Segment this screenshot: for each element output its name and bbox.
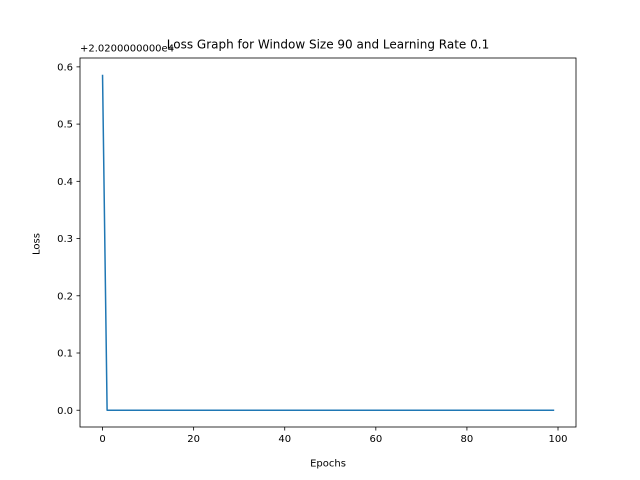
x-tick-label-80: 80 bbox=[461, 434, 474, 445]
y-tick-label-0: 0.0 bbox=[57, 406, 73, 417]
axes-frame bbox=[79, 57, 577, 428]
y-tick-label-3: 0.3 bbox=[57, 234, 73, 245]
y-axis-label: Loss bbox=[32, 233, 43, 255]
x-axis-label: Epochs bbox=[310, 459, 346, 470]
x-tick-label-40: 40 bbox=[278, 434, 291, 445]
plot-area: 0 20 40 60 80 100 0.0 0.1 0.2 0.3 0.4 0.5 0.6 bbox=[57, 57, 577, 445]
y-tick-label-1: 0.1 bbox=[57, 349, 73, 360]
x-tick-label-20: 20 bbox=[187, 434, 200, 445]
x-tick-label-0: 0 bbox=[99, 434, 105, 445]
y-tick-label-6: 0.6 bbox=[57, 62, 73, 73]
y-tick-label-2: 0.2 bbox=[57, 291, 73, 302]
x-tick-label-100: 100 bbox=[548, 434, 567, 445]
y-tick-label-4: 0.4 bbox=[57, 177, 73, 188]
x-tick-label-60: 60 bbox=[369, 434, 382, 445]
y-axis-offset-label: +2.0200000000e4 bbox=[80, 44, 174, 55]
y-tick-label-5: 0.5 bbox=[57, 120, 73, 131]
series-line-0 bbox=[101, 74, 555, 411]
chart-title: Loss Graph for Window Size 90 and Learni… bbox=[167, 38, 489, 52]
